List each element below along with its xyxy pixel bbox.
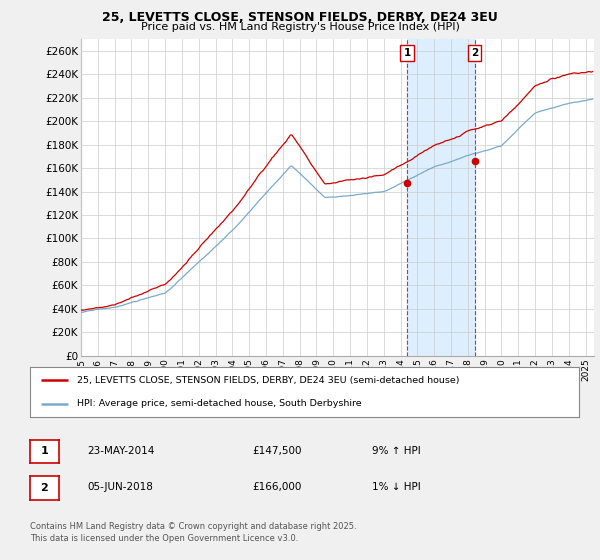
- Text: 1: 1: [403, 48, 410, 58]
- Bar: [407, 39, 475, 356]
- Text: 1: 1: [41, 446, 48, 456]
- Text: 25, LEVETTS CLOSE, STENSON FIELDS, DERBY, DE24 3EU (semi-detached house): 25, LEVETTS CLOSE, STENSON FIELDS, DERBY…: [77, 376, 459, 385]
- Text: 9% ↑ HPI: 9% ↑ HPI: [372, 446, 421, 456]
- Text: 2: 2: [41, 483, 48, 493]
- Text: HPI: Average price, semi-detached house, South Derbyshire: HPI: Average price, semi-detached house,…: [77, 399, 361, 408]
- Text: 1% ↓ HPI: 1% ↓ HPI: [372, 482, 421, 492]
- Text: 23-MAY-2014: 23-MAY-2014: [87, 446, 154, 456]
- Text: £147,500: £147,500: [252, 446, 302, 456]
- Text: Contains HM Land Registry data © Crown copyright and database right 2025.
This d: Contains HM Land Registry data © Crown c…: [30, 522, 356, 543]
- Text: £166,000: £166,000: [252, 482, 301, 492]
- Text: 2: 2: [471, 48, 479, 58]
- Text: Price paid vs. HM Land Registry's House Price Index (HPI): Price paid vs. HM Land Registry's House …: [140, 22, 460, 32]
- Text: 25, LEVETTS CLOSE, STENSON FIELDS, DERBY, DE24 3EU: 25, LEVETTS CLOSE, STENSON FIELDS, DERBY…: [102, 11, 498, 24]
- Text: 05-JUN-2018: 05-JUN-2018: [87, 482, 153, 492]
